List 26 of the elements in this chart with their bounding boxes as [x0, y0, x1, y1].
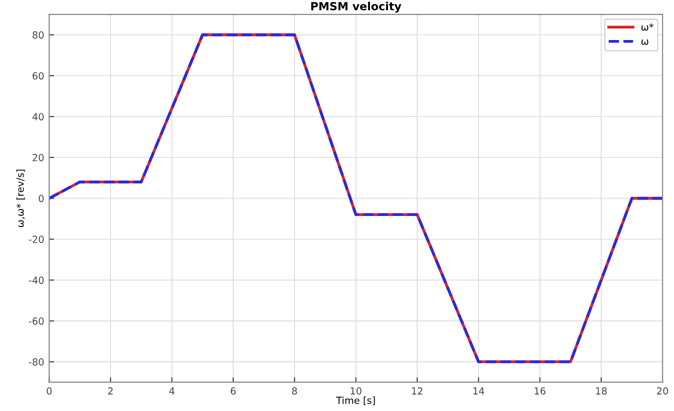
y-tick-label: 0 — [38, 194, 44, 202]
x-tick-label: 18 — [596, 387, 607, 395]
x-tick-label: 0 — [46, 387, 52, 395]
x-tick-label: 6 — [230, 387, 236, 395]
x-tick-label: 4 — [169, 387, 174, 394]
y-tick-label: -20 — [28, 236, 44, 244]
y-axis-title: ω,ω* [rev/s] — [16, 170, 25, 228]
x-tick-label: 20 — [657, 387, 668, 395]
y-tick-label: 40 — [32, 113, 44, 120]
x-tick-label: 8 — [292, 387, 297, 395]
y-tick-label: 60 — [32, 72, 44, 80]
y-tick-label: 80 — [32, 31, 44, 39]
x-tick-label: 2 — [108, 387, 113, 394]
y-tick-label: -80 — [28, 358, 44, 366]
chart-title: PMSM velocity — [311, 2, 402, 13]
x-tick-label: 16 — [534, 387, 546, 395]
x-tick-label: 14 — [473, 387, 484, 394]
x-tick-label: 10 — [350, 387, 362, 395]
y-tick-label: -60 — [28, 317, 44, 325]
legend-label: ω — [641, 39, 648, 45]
x-axis-title: Time [s] — [336, 396, 375, 406]
legend-label: ω* — [641, 23, 654, 31]
line-series — [49, 33, 663, 364]
y-tick-label: -40 — [28, 276, 44, 284]
x-tick-label: 12 — [412, 387, 422, 394]
y-tick-label: 20 — [32, 154, 44, 162]
